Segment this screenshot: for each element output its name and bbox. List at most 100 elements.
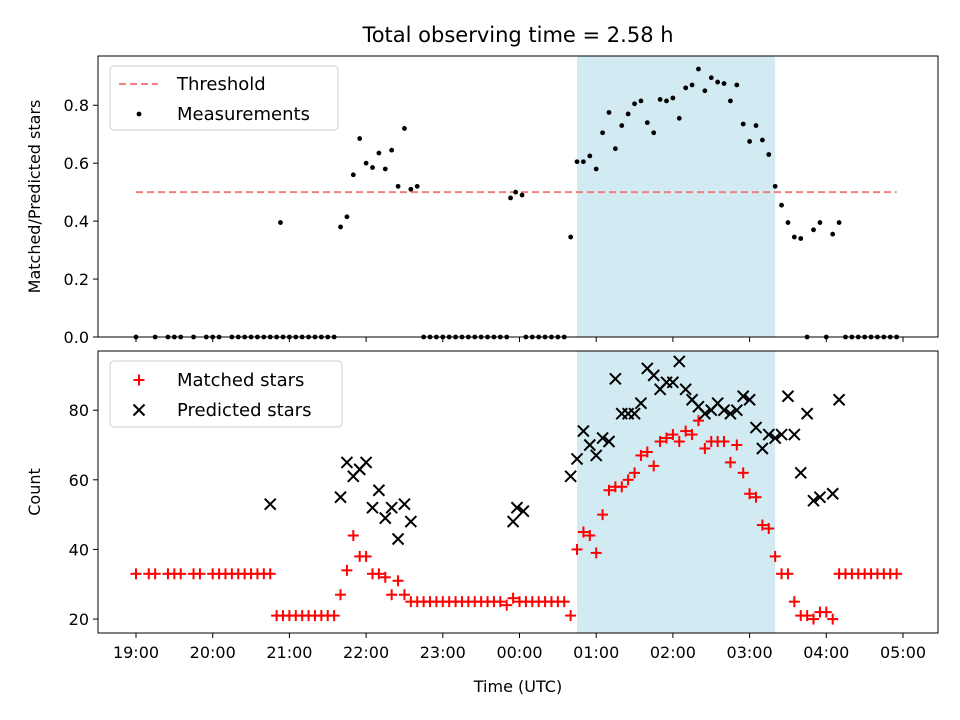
measurement-point-80 xyxy=(670,95,676,101)
predicted-point-43 xyxy=(737,390,750,403)
predicted-point-1-b xyxy=(334,491,347,504)
predicted-point-42 xyxy=(730,403,744,417)
matched-point-105 xyxy=(827,613,839,625)
predicted-point-50 xyxy=(781,390,795,403)
top-ylabel: Matched/Predicted stars xyxy=(25,100,44,294)
matched-point-65 xyxy=(571,543,583,555)
bottom-ylabel: Count xyxy=(25,468,44,516)
top-y-tick-label-4: 0.8 xyxy=(64,96,89,115)
predicted-point-0-b xyxy=(264,497,277,511)
x-tick-label-8: 03:00 xyxy=(727,643,773,662)
matched-point-81 xyxy=(673,436,685,448)
matched-point-77 xyxy=(648,460,660,472)
predicted-point-47 xyxy=(762,428,775,441)
measurement-point-68 xyxy=(593,166,599,172)
matched-point-0 xyxy=(130,568,142,580)
measurement-point-79 xyxy=(664,98,669,104)
predicted-point-57 xyxy=(832,393,846,406)
measurement-point-99 xyxy=(791,234,797,240)
measurement-point-102 xyxy=(811,227,816,233)
predicted-point-23 xyxy=(609,372,622,386)
predicted-point-8-b xyxy=(379,511,392,525)
measurement-point-67 xyxy=(587,153,593,159)
predicted-point-13 xyxy=(506,515,520,528)
measurement-point-100 xyxy=(798,236,804,241)
measurement-point-30 xyxy=(357,136,363,141)
predicted-point-5-b xyxy=(359,456,373,469)
matched-point-67 xyxy=(584,530,596,542)
top-y-tick-label-0: 0.0 xyxy=(64,328,89,347)
measurement-point-26 xyxy=(278,220,283,225)
predicted-point-17-b xyxy=(570,452,584,466)
predicted-point-26 xyxy=(628,407,641,420)
predicted-point-40-b xyxy=(717,403,731,417)
legend-matched-label: Matched stars xyxy=(177,370,304,391)
predicted-point-46-b xyxy=(756,442,769,455)
measurement-point-73 xyxy=(625,111,631,117)
predicted-point-13-b xyxy=(506,515,520,528)
predicted-point-9 xyxy=(385,501,398,514)
predicted-point-26-b xyxy=(628,407,641,420)
top-legend-box xyxy=(109,65,339,131)
predicted-point-16 xyxy=(564,470,577,483)
measurement-point-103 xyxy=(817,220,823,225)
measurement-point-105 xyxy=(830,231,836,237)
predicted-point-41 xyxy=(724,407,737,420)
predicted-point-7-b xyxy=(372,484,386,497)
matched-point-83 xyxy=(686,429,698,441)
matched-point-89 xyxy=(724,456,736,468)
predicted-point-27-b xyxy=(634,397,648,410)
legend-threshold-label: Threshold xyxy=(176,74,266,95)
measurement-point-55 xyxy=(513,189,519,195)
x-tick-label-9: 04:00 xyxy=(803,643,849,662)
x-tick-label-0: 19:00 xyxy=(113,643,159,662)
measurement-point-29 xyxy=(350,172,356,178)
matched-point-96 xyxy=(769,550,781,562)
predicted-point-18-b xyxy=(577,424,590,438)
matched-point-95 xyxy=(763,523,775,535)
predicted-point-49 xyxy=(775,428,788,441)
matched-point-28 xyxy=(335,589,347,601)
matched-point-73 xyxy=(622,474,634,486)
bottom-ticks: 19:00 20:00 21:00 22:00 23:00 00:00 01:00 02:00… xyxy=(69,401,926,662)
predicted-point-5 xyxy=(359,456,373,469)
predicted-point-53-b xyxy=(800,407,814,420)
predicted-point-55-b xyxy=(813,491,827,504)
measurement-point-85 xyxy=(702,88,708,94)
matched-point-53 xyxy=(494,596,506,608)
measurement-point-64 xyxy=(568,234,574,240)
matched-point-92 xyxy=(744,488,756,500)
top-points xyxy=(133,66,900,340)
predicted-point-52-b xyxy=(794,466,807,480)
top-ticks: 0.0 0.2 0.4 0.6 0.8 xyxy=(64,96,904,347)
predicted-point-52 xyxy=(794,466,807,480)
matched-point-64 xyxy=(565,610,577,622)
predicted-point-19-b xyxy=(583,438,597,452)
predicted-point-53 xyxy=(800,407,814,420)
measurement-point-35 xyxy=(389,147,395,153)
predicted-point-51-b xyxy=(788,428,801,441)
predicted-point-35-b xyxy=(685,393,699,406)
predicted-point-37-b xyxy=(698,407,712,420)
predicted-point-34 xyxy=(679,383,692,396)
predicted-point-15-b xyxy=(517,504,530,518)
predicted-point-15 xyxy=(517,504,530,518)
measurement-point-27 xyxy=(338,224,343,230)
predicted-point-51 xyxy=(788,428,801,441)
x-tick-label-10: 05:00 xyxy=(880,643,926,662)
bottom-y-tick-label-3: 80 xyxy=(69,401,89,420)
matched-point-30 xyxy=(347,530,359,542)
predicted-point-50-b xyxy=(781,390,795,403)
legend-predicted-label: Predicted stars xyxy=(177,400,311,421)
matched-point-55 xyxy=(507,592,519,604)
matched-point-70 xyxy=(603,484,615,496)
matched-point-7 xyxy=(194,568,206,580)
predicted-point-21-b xyxy=(596,431,609,445)
matched-point-99 xyxy=(788,596,800,608)
measurement-point-84 xyxy=(696,66,701,72)
matched-point-66 xyxy=(577,526,589,538)
measurement-point-90 xyxy=(734,82,740,88)
measurement-point-95 xyxy=(766,152,772,157)
predicted-point-2-b xyxy=(340,456,354,469)
